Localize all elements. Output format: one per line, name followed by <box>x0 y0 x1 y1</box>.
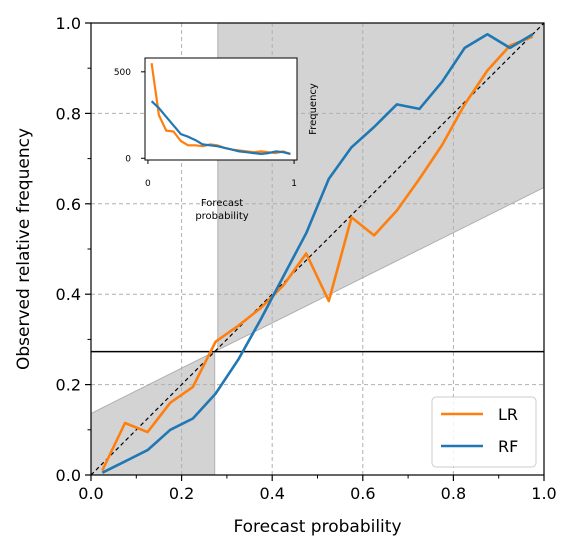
inset-frame <box>144 57 298 161</box>
series-rf <box>101 33 534 474</box>
inset-x-tick-label: 0 <box>145 179 151 189</box>
x-tick-label: 0.4 <box>259 484 284 503</box>
y-tick-label: 0.6 <box>56 195 81 214</box>
inset-histogram: 0 1 0 500 Frequency Forecast probability <box>114 57 319 222</box>
y-tick-label: 0.8 <box>56 104 81 123</box>
y-tick-label: 0.0 <box>56 466 81 485</box>
inset-x-axis-label-line: Forecast <box>201 198 243 209</box>
y-tick-label: 0.4 <box>56 285 81 304</box>
series-line-rf <box>101 33 534 474</box>
x-axis-label: Forecast probability <box>233 517 401 537</box>
x-tick-label: 0.0 <box>78 484 103 503</box>
inset-ticks: 0 1 0 500 <box>114 68 297 189</box>
inset-x-axis-label-line: probability <box>195 211 248 222</box>
x-tick-label: 1.0 <box>531 484 556 503</box>
main-ticks: 0.0 0.2 0.4 0.6 0.8 1.0 0.0 0.2 0.4 0.6 0.8 1.0 <box>56 14 557 503</box>
inset-y-tick-label: 500 <box>114 68 131 78</box>
inset-y-axis-label: Frequency <box>308 83 319 135</box>
legend-label-rf: RF <box>498 437 518 456</box>
inset-y-tick-label: 0 <box>125 154 131 164</box>
inset-plot-area <box>145 58 297 160</box>
inset-x-axis-label: Forecast probability <box>195 198 248 222</box>
y-tick-label: 0.2 <box>56 376 81 395</box>
main-axis-labels: Forecast probability Observed relative f… <box>14 128 402 537</box>
legend: LR RF <box>431 396 537 468</box>
y-axis-label: Observed relative frequency <box>14 128 34 370</box>
inset-line-rf <box>150 100 291 155</box>
x-tick-label: 0.2 <box>169 484 194 503</box>
inset-series-rf <box>150 100 291 155</box>
legend-box <box>431 396 537 468</box>
legend-label-lr: LR <box>498 405 518 424</box>
x-tick-label: 0.8 <box>441 484 466 503</box>
inset-series <box>150 63 291 155</box>
x-tick-label: 0.6 <box>350 484 375 503</box>
main-series <box>101 33 534 474</box>
series-lr <box>101 35 534 472</box>
y-tick-label: 1.0 <box>56 14 81 33</box>
inset-x-tick-label: 1 <box>291 179 297 189</box>
inset-axes-frame <box>144 57 298 161</box>
series-line-lr <box>101 35 534 472</box>
